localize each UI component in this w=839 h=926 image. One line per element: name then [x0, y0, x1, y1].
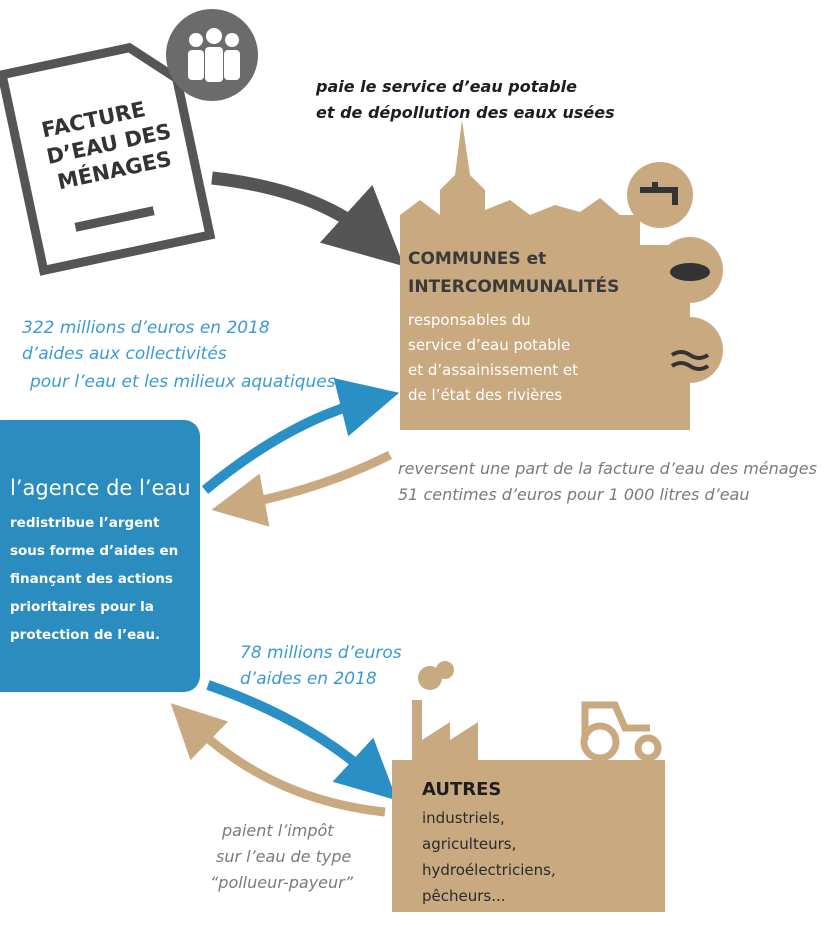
body: FACTURE D’EAU DES MÉNAGES paie le servic… — [0, 0, 839, 926]
others-item: agriculteurs, — [422, 835, 516, 853]
person-head — [206, 28, 222, 44]
payment-arrow — [212, 178, 375, 240]
communes-title: INTERCOMMUNALITÉS — [408, 275, 619, 297]
aid-others-label: d’aides en 2018 — [240, 669, 377, 689]
communes-title: COMMUNES et — [408, 249, 546, 269]
aid-communes-label: d’aides aux collectivités — [22, 344, 227, 364]
tax-label: paient l’impôt — [221, 821, 334, 840]
aid-communes-label: 322 millions d’euros en 2018 — [22, 318, 270, 338]
page: Agence de l'eau {"invoice": {"lines": ["… — [0, 0, 839, 926]
treatment-glyph — [670, 263, 710, 281]
agency-name: l’agence de l’eau — [10, 476, 191, 500]
others-item: industriels, — [422, 809, 505, 827]
agency-description: protection de l’eau. — [10, 627, 160, 643]
tax-label: “pollueur-payeur” — [210, 873, 354, 892]
others-item: hydroélectriciens, — [422, 861, 556, 879]
tractor — [584, 705, 658, 758]
agency-description: finançant des actions — [10, 571, 173, 587]
agency-description: redistribue l’argent — [10, 515, 160, 531]
reversal-label: 51 centimes d’euros pour 1 000 litres d’… — [398, 485, 750, 504]
reversal-label: reversent une part de la facture d’eau d… — [398, 459, 817, 478]
tractor-wheel — [584, 726, 616, 758]
reversal-arrow — [238, 455, 390, 505]
aid-others-label: 78 millions d’euros — [240, 643, 402, 663]
others-title: AUTRES — [422, 779, 501, 800]
diagram: FACTURE D’EAU DES MÉNAGES paie le servic… — [0, 0, 839, 926]
tax-label: sur l’eau de type — [216, 847, 352, 866]
river-icon — [657, 317, 723, 383]
payment-label: et de dépollution des eaux usées — [316, 103, 615, 122]
aid-communes-label: pour l’eau et les milieux aquatiques — [29, 372, 336, 392]
agency-description: sous forme d’aides en — [10, 543, 178, 559]
people — [188, 28, 240, 82]
person-body — [224, 50, 240, 80]
person-body — [188, 50, 204, 80]
person-body — [205, 47, 223, 82]
others-item: pêcheurs... — [422, 887, 506, 905]
person-head — [189, 33, 203, 47]
tractor-wheel — [638, 738, 658, 758]
communes-description: responsables du — [408, 311, 531, 329]
aid-others-arrow — [208, 685, 375, 780]
communes-description: de l’état des rivières — [408, 386, 562, 404]
smoke — [436, 661, 454, 679]
tap-icon — [627, 162, 693, 228]
payment-label: paie le service d’eau potable — [315, 77, 577, 96]
agency-description: prioritaires pour la — [10, 599, 154, 615]
factory-silhouette — [392, 700, 665, 912]
communes-description: et d’assainissement et — [408, 361, 578, 379]
communes-description: service d’eau potable — [408, 336, 570, 354]
person-head — [225, 33, 239, 47]
